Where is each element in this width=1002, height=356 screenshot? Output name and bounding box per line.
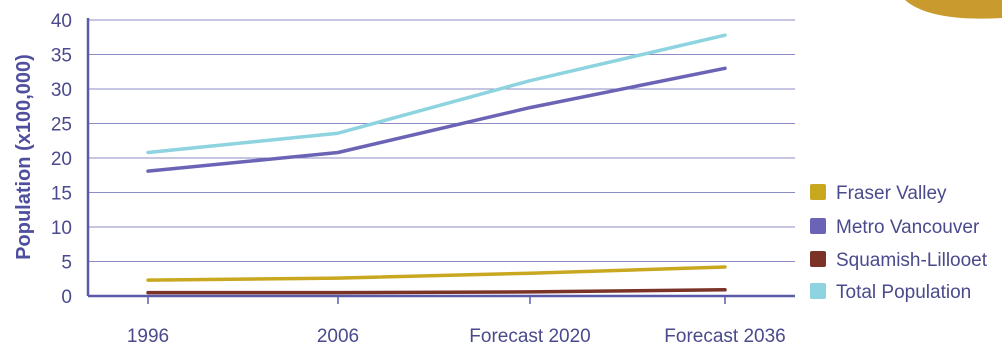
x-tick-label: Forecast 2036 — [664, 326, 785, 347]
legend-swatch-metro-vancouver — [810, 218, 826, 234]
legend-label-fraser-valley: Fraser Valley — [836, 183, 947, 204]
y-tick-label: 10 — [51, 218, 72, 239]
y-tick-label: 20 — [51, 149, 72, 170]
legend-label-metro-vancouver: Metro Vancouver — [836, 217, 980, 238]
axes — [86, 18, 795, 298]
x-tick-labels: 1996 2006 Forecast 2020 Forecast 2036 — [127, 296, 786, 347]
y-axis-label: Population (x100,000) — [13, 54, 35, 260]
x-tick-label: 1996 — [127, 326, 169, 347]
y-tick-label: 0 — [61, 287, 72, 308]
grid — [88, 19, 795, 262]
series-line-metro-vancouver — [146, 66, 727, 173]
y-tick-label: 30 — [51, 80, 72, 101]
corner-decoration — [880, 0, 1002, 19]
legend-swatch-fraser-valley — [810, 184, 826, 200]
legend-label-total-population: Total Population — [836, 282, 971, 303]
y-tick-label: 35 — [51, 46, 72, 67]
x-tick-label: Forecast 2020 — [469, 326, 590, 347]
series-lines — [146, 33, 727, 295]
x-tick-label: 2006 — [317, 326, 359, 347]
legend-swatch-total-population — [810, 283, 826, 299]
legend-label-squamish-lillooet: Squamish-Lillooet — [836, 250, 988, 271]
series-line-total-population — [146, 33, 727, 155]
y-tick-label: 40 — [51, 11, 72, 32]
series-line-fraser-valley — [146, 265, 727, 282]
series-line-squamish-lillooet — [146, 288, 727, 295]
y-tick-label: 5 — [61, 253, 72, 274]
legend: Fraser Valley Metro Vancouver Squamish-Lil… — [810, 183, 988, 303]
y-tick-labels: 0 5 10 15 20 25 30 35 40 — [51, 11, 72, 308]
y-tick-label: 15 — [51, 184, 72, 205]
y-tick-label: 25 — [51, 115, 72, 136]
legend-swatch-squamish-lillooet — [810, 251, 826, 267]
